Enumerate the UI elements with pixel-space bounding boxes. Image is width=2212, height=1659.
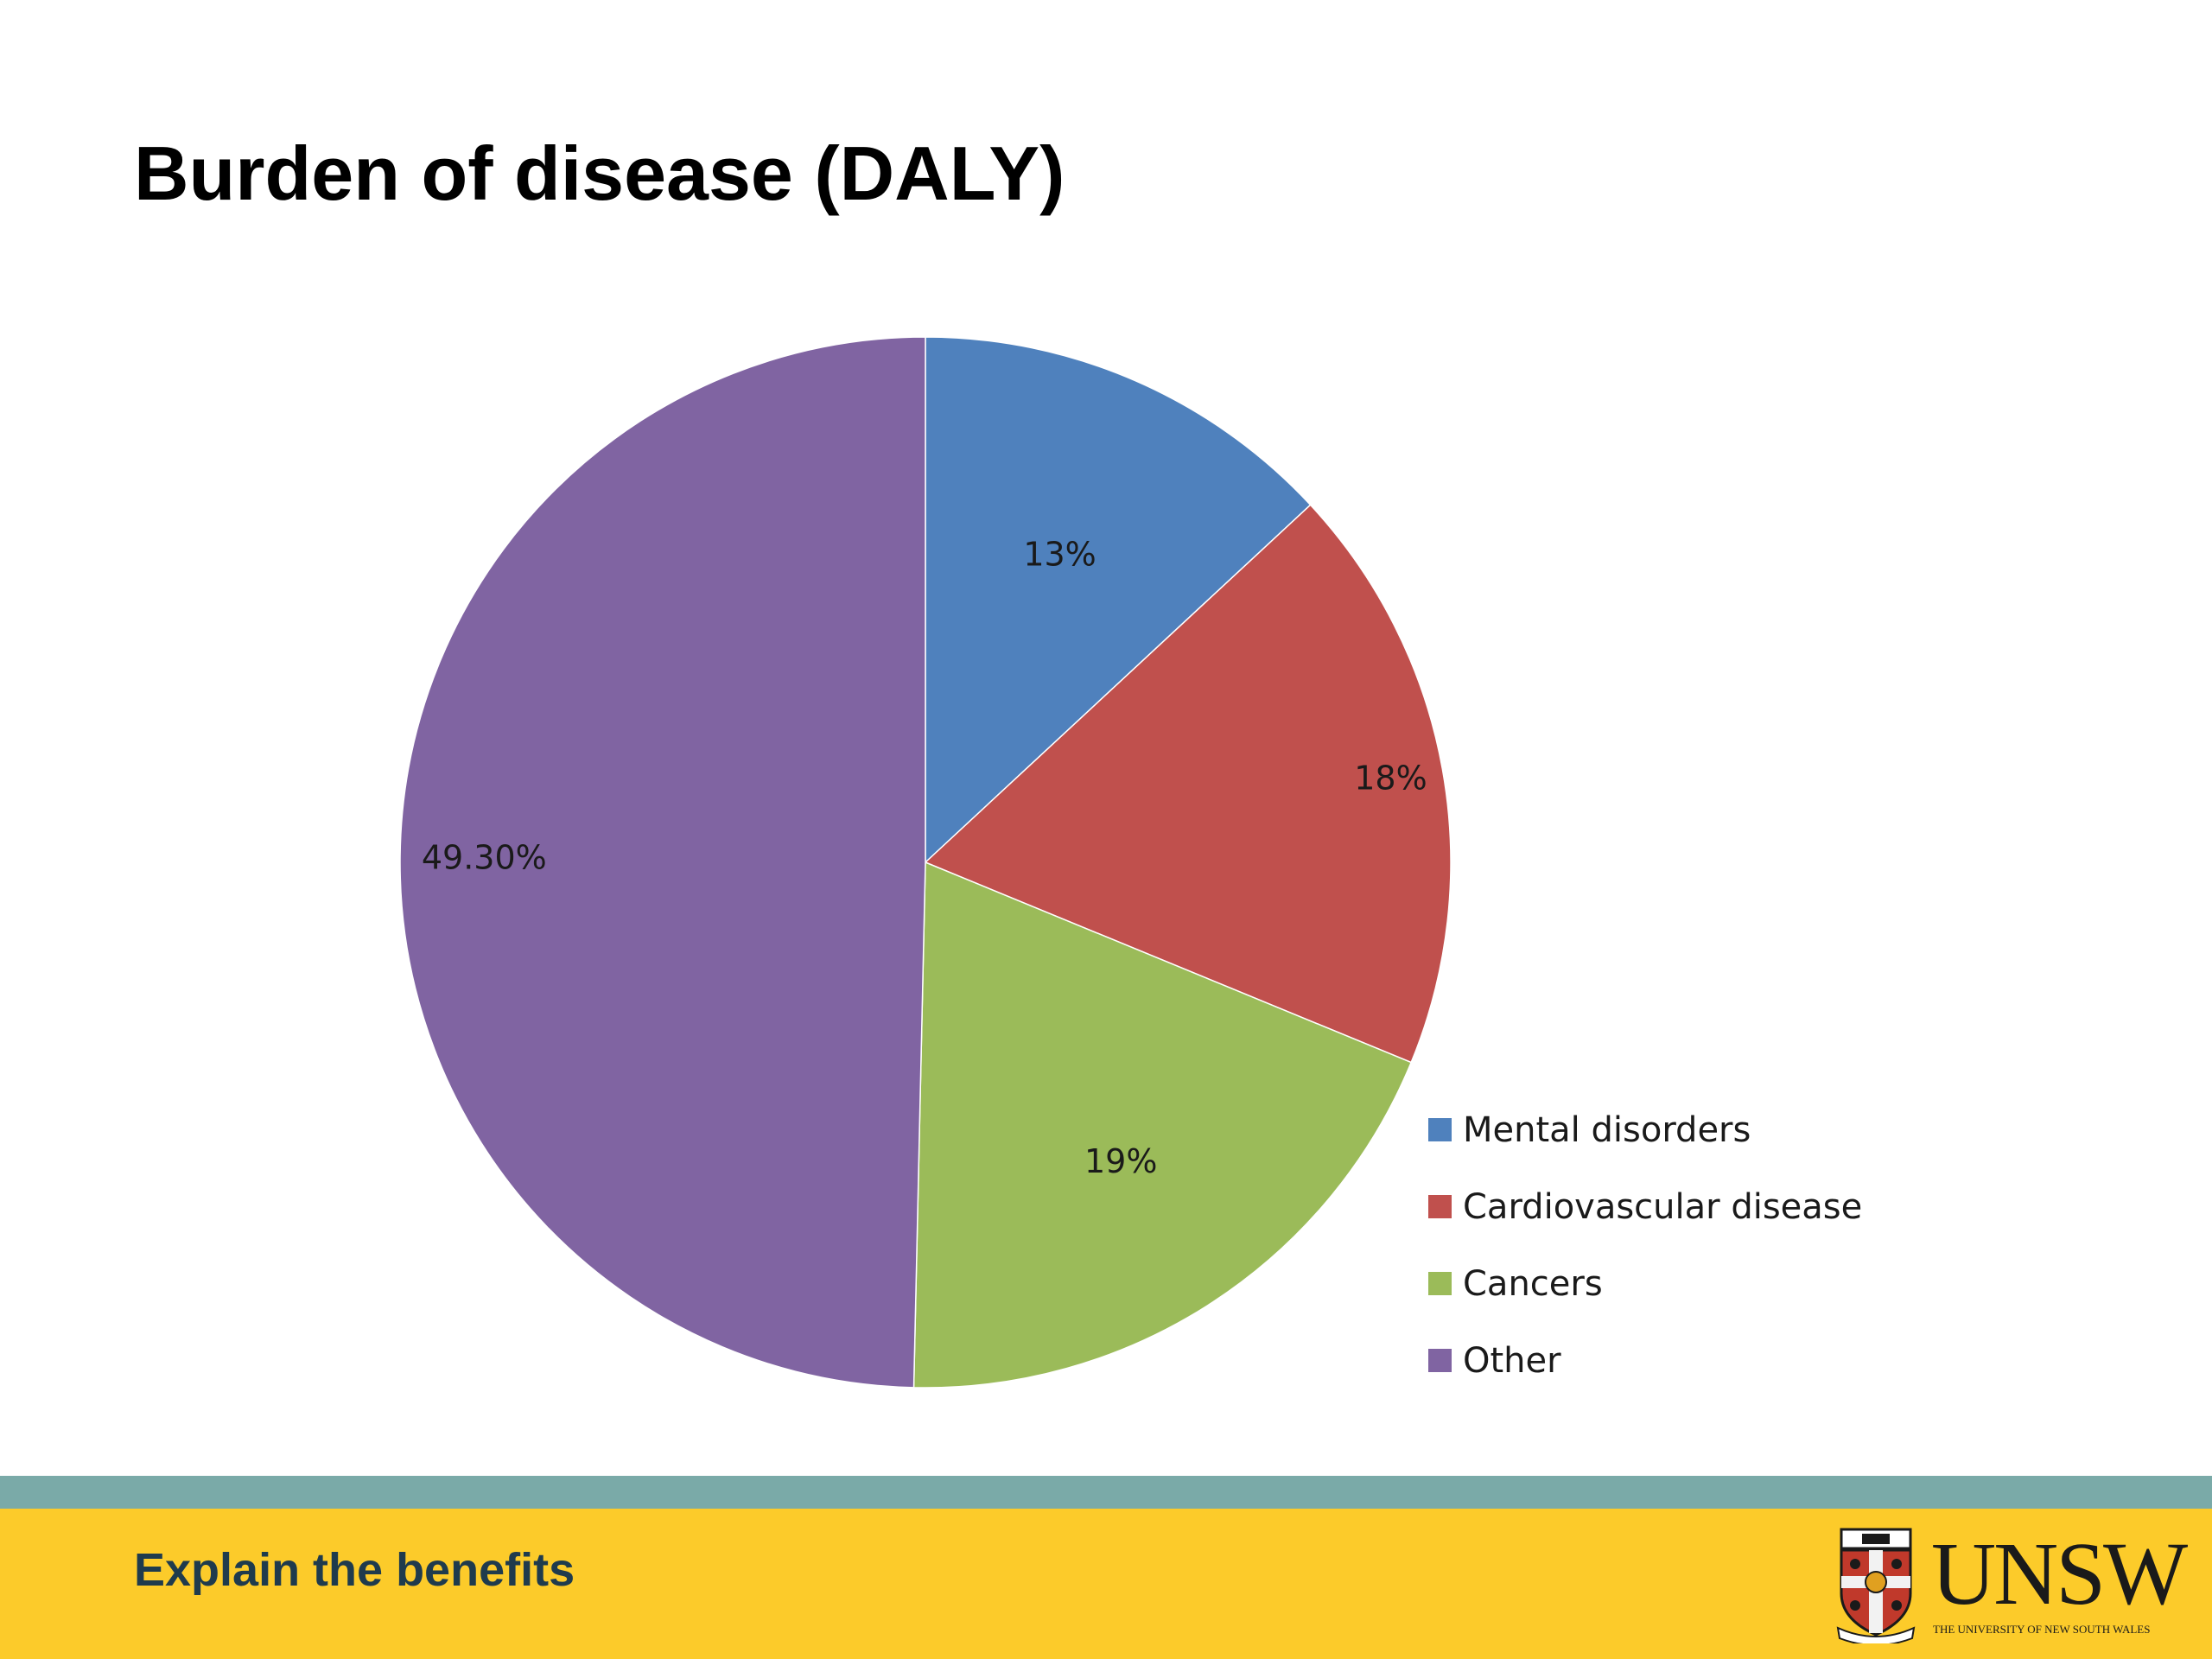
logo-subtitle: THE UNIVERSITY OF NEW SOUTH WALES bbox=[1933, 1623, 2151, 1636]
pie-slice-other bbox=[399, 336, 926, 1389]
pie-slice-mental-disorders bbox=[925, 336, 1312, 864]
unsw-logo: UNSW THE UNIVERSITY OF NEW SOUTH WALES bbox=[1836, 1526, 2188, 1647]
legend-swatch bbox=[1428, 1272, 1452, 1295]
legend-item: Other bbox=[1428, 1341, 1561, 1381]
pie-slices bbox=[399, 336, 1452, 1389]
data-label: 49.30% bbox=[422, 838, 547, 876]
legend-label: Cancers bbox=[1463, 1264, 1603, 1304]
university-crest-icon bbox=[1836, 1528, 1916, 1643]
data-label: 19% bbox=[1084, 1142, 1157, 1180]
pie-chart: 13% 18% 19% 49.30% Mental disorders Cardiova… bbox=[399, 336, 1862, 1389]
slide-title: Burden of disease (DALY) bbox=[134, 130, 1065, 216]
footer-stripe bbox=[0, 1476, 2212, 1509]
pie-slice-cardiovascular-disease bbox=[924, 504, 1452, 1064]
data-label: 13% bbox=[1023, 535, 1096, 573]
legend-swatch bbox=[1428, 1118, 1452, 1141]
data-label: 18% bbox=[1354, 760, 1427, 798]
chart-legend: Mental disorders Cardiovascular disease Ca… bbox=[1428, 1110, 1862, 1381]
legend-label: Cardiovascular disease bbox=[1463, 1187, 1862, 1227]
legend-swatch bbox=[1428, 1349, 1452, 1372]
legend-item: Cardiovascular disease bbox=[1428, 1187, 1862, 1227]
legend-swatch bbox=[1428, 1195, 1452, 1218]
legend-item: Mental disorders bbox=[1428, 1110, 1751, 1150]
pie-slice-cancers bbox=[912, 861, 1413, 1389]
legend-label: Other bbox=[1463, 1341, 1561, 1381]
logo-wordmark: UNSW bbox=[1931, 1524, 2188, 1624]
pie-data-labels: 13% 18% 19% 49.30% bbox=[422, 535, 1427, 1180]
legend-label: Mental disorders bbox=[1463, 1110, 1751, 1150]
legend-item: Cancers bbox=[1428, 1264, 1603, 1304]
footer-text: Explain the benefits bbox=[134, 1544, 575, 1596]
